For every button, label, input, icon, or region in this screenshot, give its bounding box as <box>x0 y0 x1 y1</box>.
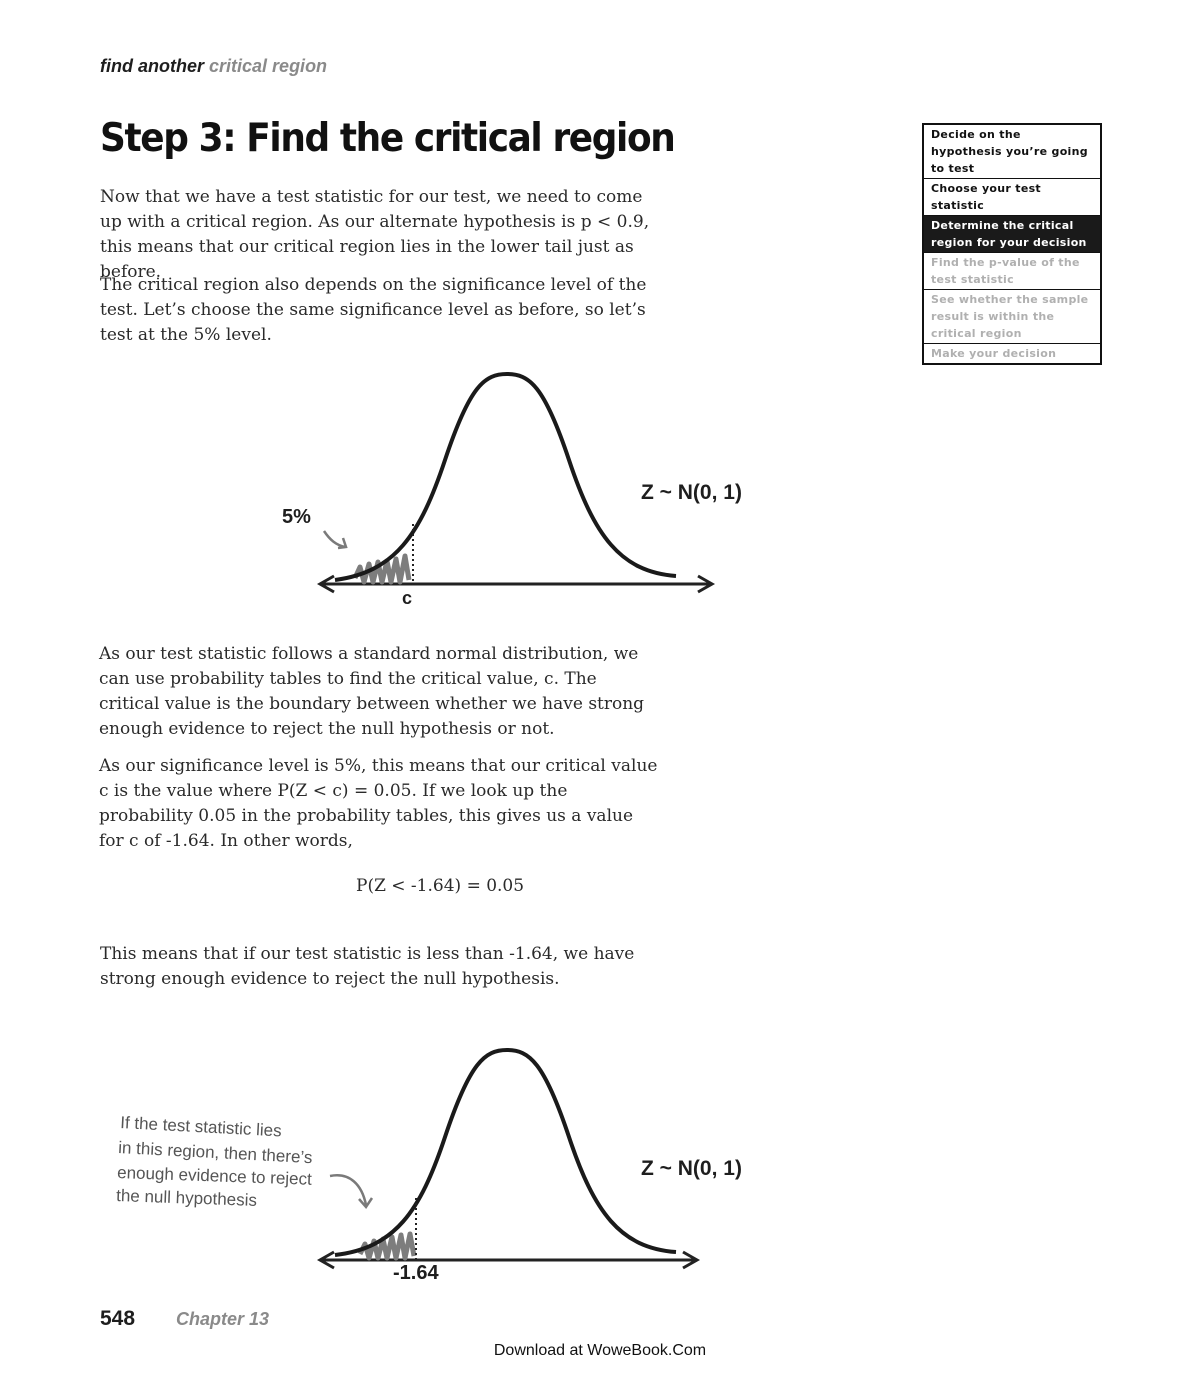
paragraph-critical-value: As our test statistic follows a standard… <box>99 644 645 739</box>
normal-curve-figure-2: If the test statistic lies in this regio… <box>116 1047 742 1284</box>
paragraph-conclusion: This means that if our test statistic is… <box>100 944 635 989</box>
paragraph-significance: The critical region also depends on the … <box>100 275 647 345</box>
step-choose-statistic: Choose your test statistic <box>924 178 1100 215</box>
step-decide-hypothesis: Decide on the hypothesis you’re going to… <box>931 128 1088 175</box>
step-find-p-value: Find the p-value of the test statistic <box>924 252 1100 289</box>
tail-label-1: 5% <box>282 506 311 528</box>
arrow-to-tail-1 <box>322 530 346 549</box>
critical-label-1: c <box>402 588 412 608</box>
running-head-light: critical region <box>209 56 328 76</box>
page-number: 548 <box>100 1307 136 1330</box>
x-axis-arrow-2 <box>316 1250 701 1270</box>
x-axis-arrow-1 <box>316 574 716 594</box>
running-head-bold: find another <box>100 56 204 76</box>
annotation-arrow <box>329 1174 368 1206</box>
step-check-within-region: See whether the sample result is within … <box>924 289 1100 343</box>
annotation-line-3: enough evidence to reject <box>117 1163 313 1189</box>
annotation-text: If the test statistic lies in this regio… <box>116 1113 313 1210</box>
running-head: find another critical region <box>100 56 327 77</box>
step-make-decision: Make your decision <box>924 343 1100 363</box>
annotation-line-4: the null hypothesis <box>116 1186 257 1210</box>
annotation-line-1: If the test statistic lies <box>120 1113 282 1140</box>
normal-curve-figure-1: 5% c Z ~ N(0, 1) <box>282 371 742 608</box>
chapter-label: Chapter 13 <box>176 1309 270 1329</box>
distribution-label-2: Z ~ N(0, 1) <box>641 1157 742 1180</box>
critical-tail-shading-1 <box>352 553 412 585</box>
step-determine-critical-region: Determine the critical region for your d… <box>924 215 1100 252</box>
formula-probability: P(Z < -1.64) = 0.05 <box>356 876 525 896</box>
paragraph-lookup: As our significance level is 5%, this me… <box>99 756 658 851</box>
critical-tail-shading-2 <box>357 1231 417 1261</box>
critical-label-2: -1.64 <box>393 1262 439 1284</box>
paragraph-intro: Now that we have a test statistic for ou… <box>100 187 650 282</box>
density-curve-1 <box>334 371 677 582</box>
page-title: Step 3: Find the critical region <box>100 116 676 161</box>
steps-box: Decide on the hypothesis you’re going to… <box>922 123 1102 365</box>
distribution-label-1: Z ~ N(0, 1) <box>641 481 742 504</box>
download-note: Download at WoweBook.Com <box>493 1342 707 1359</box>
annotation-line-2: in this region, then there’s <box>118 1138 313 1167</box>
density-curve-2 <box>334 1047 677 1257</box>
